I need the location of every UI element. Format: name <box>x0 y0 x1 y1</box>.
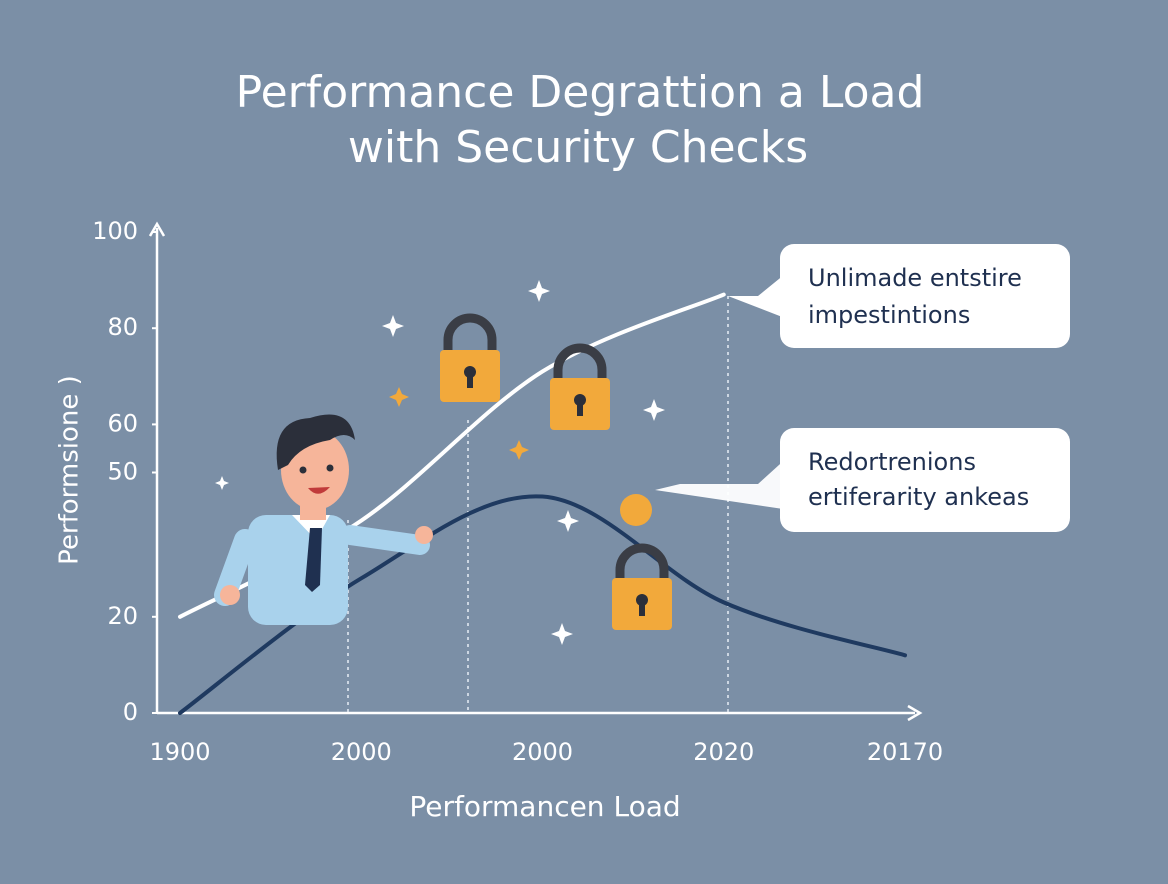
annotation: impestintions <box>808 301 970 329</box>
x-tick-label: 20170 <box>867 738 943 766</box>
x-tick-label: 1900 <box>149 738 210 766</box>
chart-title: Performance Degrattion a Load <box>236 67 925 118</box>
x-axis-title: Performancen Load <box>409 790 680 823</box>
y-tick-label: 80 <box>107 313 138 341</box>
lock-icons <box>440 313 672 630</box>
series-line <box>178 494 907 715</box>
y-tick-label: 60 <box>107 409 138 437</box>
annotation: ertiferarity ankeas <box>808 483 1029 511</box>
y-tick-label: 20 <box>107 602 138 630</box>
y-tick-label: 50 <box>107 458 138 486</box>
annotation: Redortrenions <box>808 448 976 476</box>
chart-title: with Security Checks <box>348 122 808 173</box>
x-tick-label: 2000 <box>331 738 392 766</box>
person-illustration <box>214 414 433 625</box>
sparkles <box>215 280 665 645</box>
x-tick-label: 2020 <box>693 738 754 766</box>
y-axis-title: Performsione ) <box>55 375 85 565</box>
y-tick-label: 0 <box>123 698 138 726</box>
x-tick-label: 2000 <box>512 738 573 766</box>
annotation: Unlimade entstire <box>808 264 1022 292</box>
y-tick-label: 100 <box>92 217 138 245</box>
callouts <box>655 244 1070 532</box>
